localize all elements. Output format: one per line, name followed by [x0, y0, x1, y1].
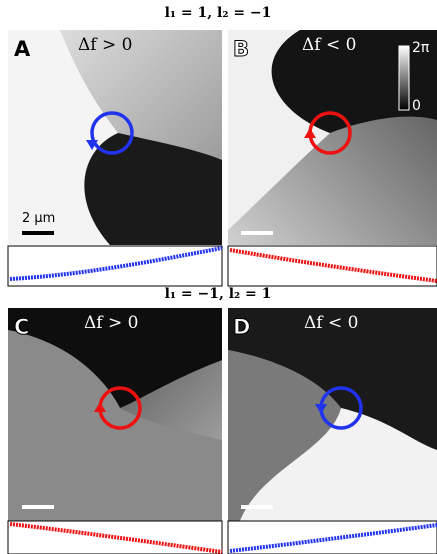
profile-strips	[8, 246, 437, 286]
colorbar-max: 2π	[412, 40, 430, 56]
panel-label: A	[14, 37, 31, 61]
scale-bar-label: 2 μm	[22, 211, 55, 226]
panel-condition: Δf > 0	[78, 35, 132, 55]
figure: l₁ = 1, l₂ = −1 2 μm A Δf > 0 2π 0 B Δf …	[0, 0, 437, 554]
panel-d: D Δf < 0	[228, 308, 437, 521]
panel-c: C Δf > 0	[8, 308, 222, 521]
panel-condition: Δf < 0	[304, 313, 358, 333]
panel-condition: Δf > 0	[84, 313, 138, 333]
panel-label: B	[233, 37, 249, 61]
row-title: l₁ = 1, l₂ = −1	[165, 5, 272, 21]
panel-label: C	[14, 315, 29, 339]
profile-strips	[8, 521, 437, 554]
row-title: l₁ = −1, l₂ = 1	[165, 286, 272, 302]
panel-b: 2π 0 B Δf < 0	[228, 30, 437, 245]
panel-condition: Δf < 0	[302, 35, 356, 55]
panel-label: D	[233, 315, 250, 339]
colorbar-min: 0	[412, 98, 421, 114]
panel-a: 2 μm A Δf > 0	[8, 30, 222, 245]
